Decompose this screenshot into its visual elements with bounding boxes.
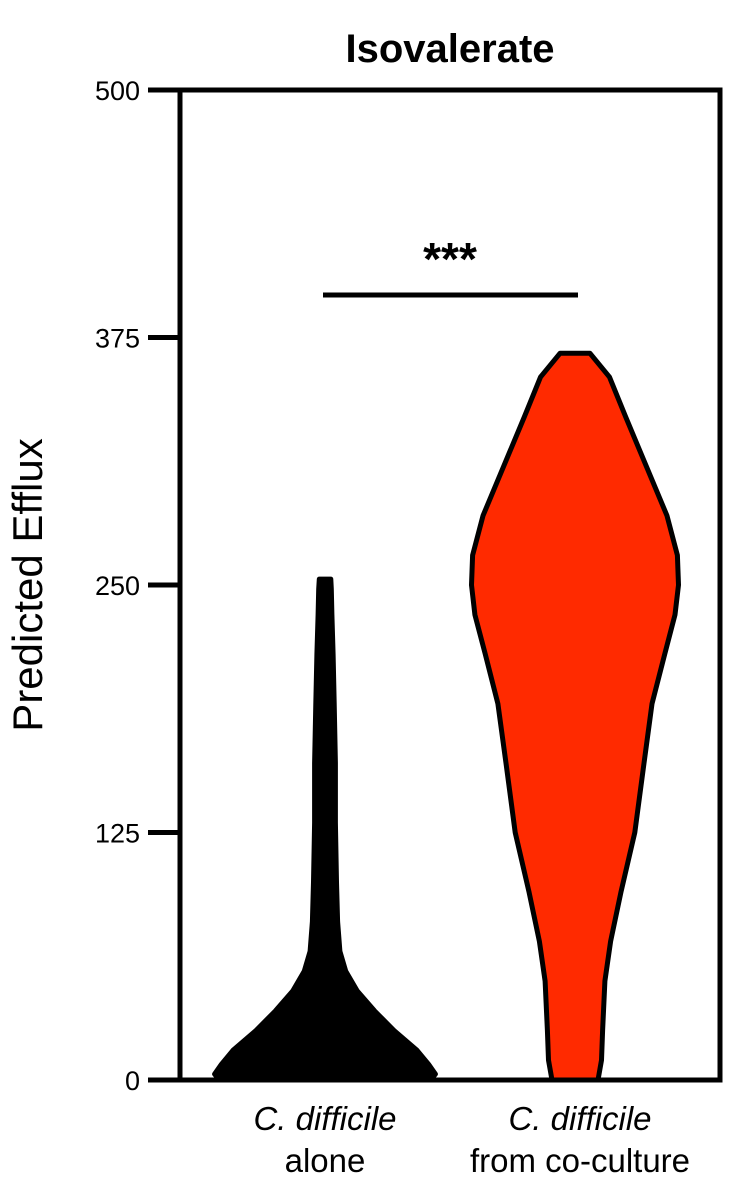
y-tick-label-4: 500 bbox=[95, 76, 140, 106]
x-category-label-1-line2: from co-culture bbox=[470, 1142, 690, 1179]
x-axis-categories: C. difficile alone C. difficile from co-cul… bbox=[253, 1100, 690, 1179]
significance-label: *** bbox=[423, 233, 477, 285]
y-tick-label-3: 375 bbox=[95, 324, 140, 354]
x-category-label-0-line2: alone bbox=[285, 1142, 366, 1179]
y-tick-label-2: 250 bbox=[95, 571, 140, 601]
y-tick-label-1: 125 bbox=[95, 819, 140, 849]
y-axis-ticks: 0 125 250 375 500 bbox=[95, 76, 180, 1096]
violin-1 bbox=[469, 350, 681, 1083]
violin-0 bbox=[212, 576, 438, 1083]
x-category-label-0-line1: C. difficile bbox=[253, 1100, 396, 1137]
chart-title: Isovalerate bbox=[345, 27, 554, 71]
x-category-label-1-line1: C. difficile bbox=[508, 1100, 651, 1137]
violins-group bbox=[212, 350, 681, 1083]
significance-annotation: *** bbox=[323, 233, 578, 298]
y-tick-label-0: 0 bbox=[125, 1066, 140, 1096]
y-axis-label: Predicted Efflux bbox=[4, 438, 51, 731]
